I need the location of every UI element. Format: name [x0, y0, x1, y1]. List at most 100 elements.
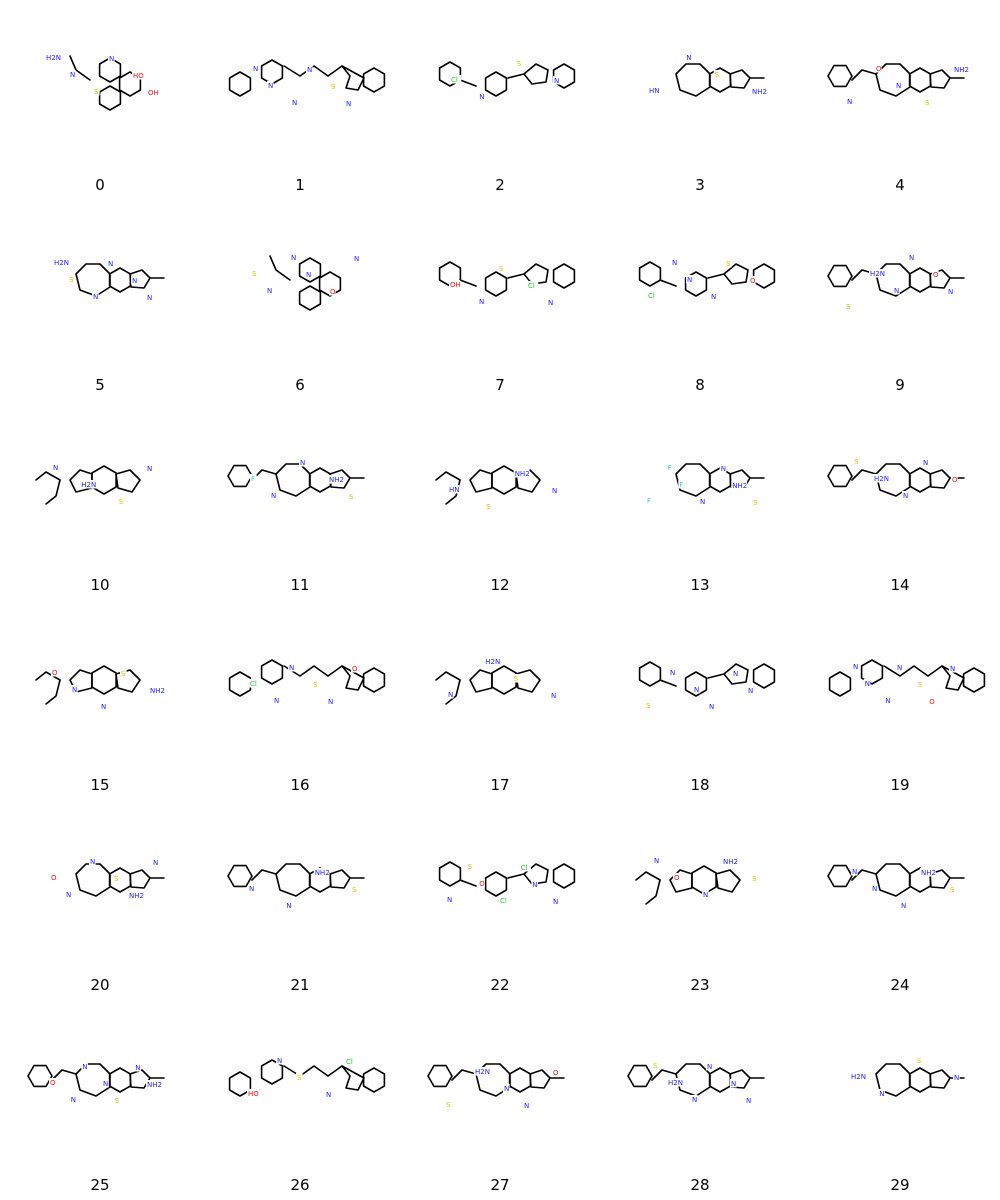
atom-label: H2N — [475, 1068, 490, 1076]
atom-label-bg — [288, 663, 295, 672]
bond — [691, 865, 717, 895]
atom-label: N — [132, 277, 137, 285]
bond — [659, 679, 677, 687]
atom-label-bg — [131, 276, 138, 285]
molecule-index-label: 13 — [690, 576, 710, 594]
bond — [484, 271, 508, 297]
bond — [362, 67, 386, 93]
atom-label-bg — [312, 680, 319, 689]
bond — [684, 271, 708, 297]
atom-label-bg — [669, 668, 676, 677]
bond — [827, 864, 853, 888]
atom-label: S — [752, 875, 757, 883]
molecule-cell: S N N N N N 18 — [600, 600, 800, 800]
atom-label-bg — [503, 1084, 510, 1093]
atom-label-bg — [484, 657, 501, 666]
atom-label-bg — [666, 463, 674, 472]
bond — [929, 1069, 951, 1089]
atom-label: N — [274, 697, 279, 705]
atom-label: N — [948, 288, 953, 296]
atom-label-bg — [550, 691, 557, 700]
atom-label-bg — [108, 54, 115, 63]
atom-label: S — [252, 270, 257, 278]
atom-label-bg — [710, 292, 717, 301]
atom-label: N — [721, 465, 726, 473]
atom-label-bg — [708, 702, 715, 711]
atom-label: N — [103, 1080, 108, 1088]
atom-label-bg — [113, 1096, 121, 1105]
atom-label-bg — [466, 862, 474, 871]
atom-label-bg — [329, 287, 336, 296]
atom-label: NH2 — [147, 1081, 162, 1089]
atom-label-bg — [117, 497, 125, 506]
bond — [260, 659, 284, 685]
bond — [529, 1069, 551, 1089]
bond — [362, 1067, 386, 1093]
bond — [638, 661, 662, 687]
molecule-index-label: 8 — [695, 376, 705, 394]
atom-label-bg — [706, 1062, 713, 1071]
atom-label: N — [291, 254, 296, 262]
atom-label: S — [94, 88, 99, 96]
bond — [275, 863, 311, 897]
atom-label: F — [251, 475, 255, 483]
bond — [341, 1065, 365, 1091]
atom-label: N — [267, 287, 272, 295]
atom-label: Cl — [250, 680, 257, 688]
atom-label: N — [346, 100, 351, 108]
bond — [298, 257, 322, 283]
atom-label-bg — [353, 254, 360, 263]
atom-label: S — [925, 99, 930, 107]
atom-label: Cl — [451, 76, 458, 84]
atom-label-bg — [291, 98, 298, 107]
atom-label-bg — [485, 502, 492, 511]
atom-label-bg — [648, 86, 660, 95]
atom-label: N — [71, 1096, 76, 1104]
bond — [929, 469, 951, 489]
atom-label: N — [70, 71, 75, 79]
atom-label-bg — [49, 1078, 56, 1087]
atom-label-bg — [69, 70, 76, 79]
atom-label-bg — [146, 1080, 162, 1089]
atom-label-bg — [850, 1072, 866, 1081]
atom-label: Cl — [648, 292, 655, 300]
atom-label-bg — [686, 275, 693, 284]
atom-label-bg — [732, 669, 739, 678]
atom-label-bg — [447, 690, 454, 699]
bond — [427, 1064, 453, 1088]
bond — [659, 279, 677, 287]
atom-label-bg — [730, 1079, 737, 1088]
atom-label: N — [108, 260, 113, 268]
bond — [929, 269, 951, 289]
atom-label: N — [147, 465, 152, 473]
atom-label: N — [733, 670, 738, 678]
bond — [552, 63, 576, 89]
atom-label-bg — [71, 685, 78, 694]
atom-label: H2N — [851, 1073, 866, 1081]
structure-drawing: N S O Cl Cl N N — [438, 861, 576, 906]
structure-drawing: N N NH2 S — [227, 863, 365, 910]
atom-label-bg — [699, 497, 706, 506]
molecule-index-label: 1 — [295, 176, 305, 194]
bond — [875, 63, 911, 97]
atom-label-bg — [884, 696, 891, 705]
atom-label-bg — [68, 275, 75, 284]
atom-label: S — [468, 863, 473, 871]
molecule-index-label: 29 — [890, 1176, 910, 1194]
atom-label-bg — [691, 1095, 698, 1104]
atom-label-bg — [749, 276, 756, 285]
atom-label: N — [93, 293, 98, 301]
atom-label-bg — [266, 286, 273, 295]
atom-label: O — [876, 65, 882, 73]
atom-label-bg — [896, 663, 903, 672]
atom-label: F — [647, 497, 651, 505]
structure-drawing: Cl N S N — [438, 59, 576, 101]
atom-label-bg — [146, 293, 153, 302]
bond — [645, 879, 661, 905]
atom-label-bg — [900, 901, 907, 910]
atom-label-bg — [450, 75, 462, 84]
structure-drawing: S H2N N N O — [427, 1063, 565, 1110]
bond — [908, 1067, 932, 1093]
bond — [883, 665, 943, 677]
molecule-index-label: 10 — [90, 576, 110, 594]
